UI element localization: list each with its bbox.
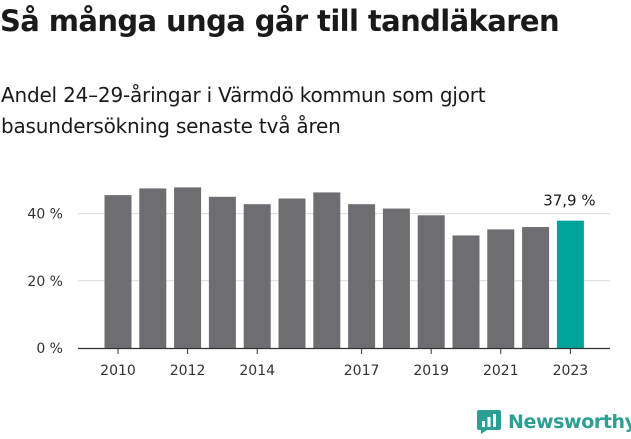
y-tick-label: 0 % [36, 341, 63, 357]
x-tick-label: 2019 [413, 363, 449, 379]
brand-logo: Newsworthy [476, 409, 631, 435]
bar [487, 229, 515, 348]
bar [522, 227, 550, 348]
chart-title: Så många unga går till tandläkaren [0, 4, 560, 38]
bar [139, 188, 167, 348]
bar [348, 204, 376, 348]
x-tick-label: 2017 [344, 363, 380, 379]
y-tick-label: 40 % [27, 207, 63, 223]
x-tick-label: 2023 [553, 363, 589, 379]
bar [243, 204, 271, 348]
bar [278, 198, 306, 348]
bar [452, 235, 480, 348]
x-tick-label: 2010 [100, 363, 136, 379]
bar [417, 215, 445, 348]
bar-chart: 0 % 20 % 40 % 2010 2012 2014 2017 2019 2021 2023 3… [27, 187, 610, 379]
data-label: 37,9 % [543, 192, 595, 210]
bar [313, 192, 341, 348]
bar [208, 196, 236, 348]
bar [104, 195, 132, 348]
bar [382, 208, 410, 348]
x-tick-label: 2021 [483, 363, 519, 379]
newsworthy-logo-icon [477, 410, 501, 434]
bar [556, 220, 584, 348]
x-tick-label: 2012 [170, 363, 206, 379]
bar [174, 187, 202, 348]
chart-subtitle: Andel 24–29-åringar i Värmdö kommun som … [1, 83, 486, 138]
x-tick-label: 2014 [239, 363, 275, 379]
brand-name: Newsworthy [508, 411, 631, 433]
y-tick-label: 20 % [27, 274, 63, 290]
